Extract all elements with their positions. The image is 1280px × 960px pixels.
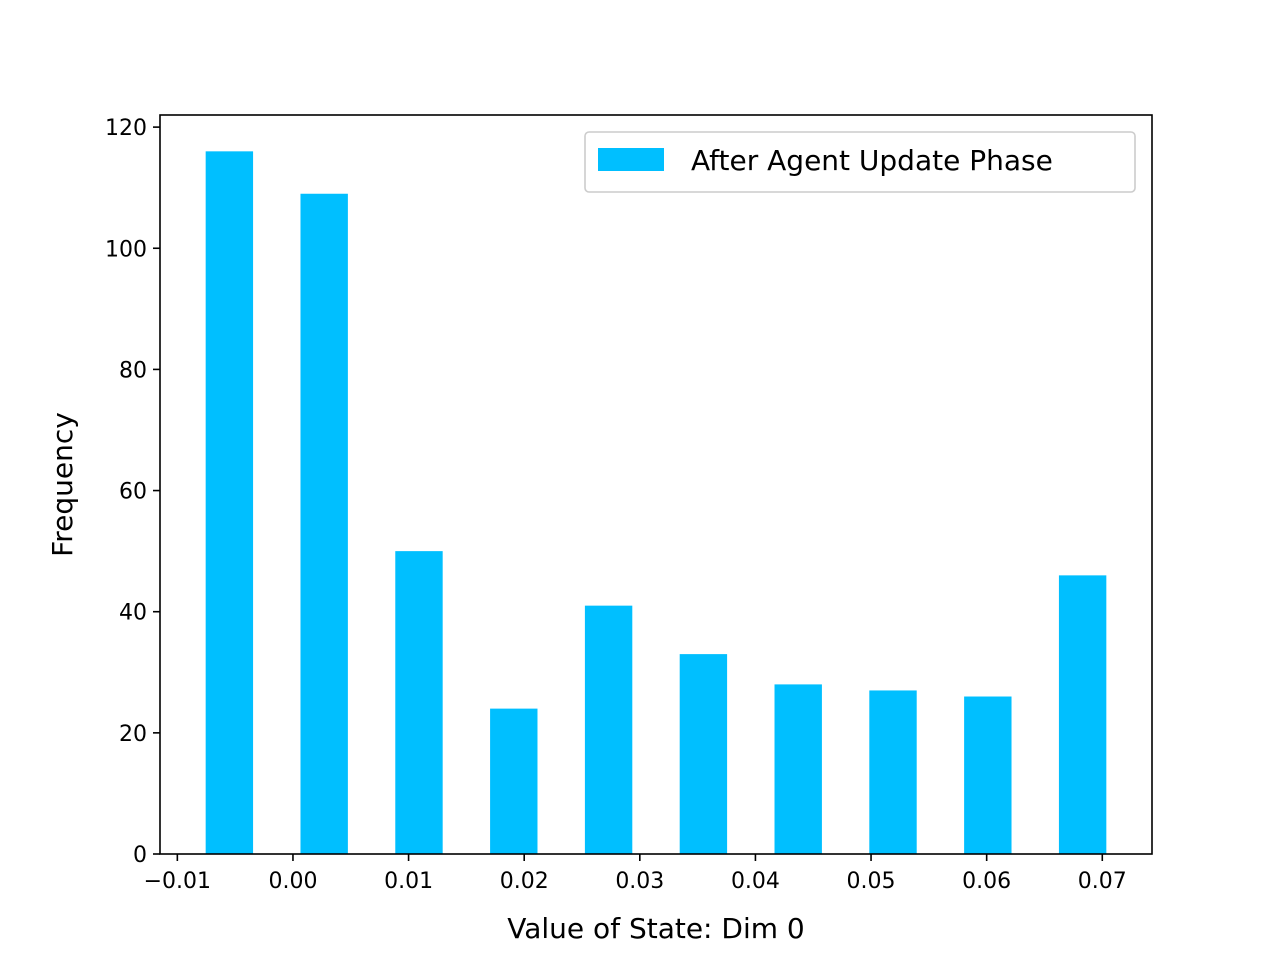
y-tick-label: 60 xyxy=(119,480,147,505)
x-tick-label: 0.07 xyxy=(1078,869,1127,894)
bar xyxy=(395,551,443,854)
x-tick-label: 0.06 xyxy=(962,869,1011,894)
bar xyxy=(300,193,348,854)
x-tick-label: 0.00 xyxy=(268,869,317,894)
y-axis-label: Frequency xyxy=(46,412,79,557)
x-tick-label: 0.04 xyxy=(731,869,780,894)
bar xyxy=(584,605,633,854)
x-tick-label: 0.03 xyxy=(615,869,664,894)
x-axis-ticks: −0.01 0.00 0.01 0.02 0.03 0.04 0.05 0.06 0.07 xyxy=(144,854,1127,894)
y-tick-label: 120 xyxy=(105,116,147,141)
legend: After Agent Update Phase xyxy=(584,131,1136,193)
bar xyxy=(774,684,822,854)
y-tick-label: 100 xyxy=(105,237,147,262)
x-tick-label: −0.01 xyxy=(144,869,211,894)
x-tick-label: 0.02 xyxy=(500,869,549,894)
bar xyxy=(679,654,728,854)
legend-label: After Agent Update Phase xyxy=(691,144,1053,177)
bars-layer xyxy=(205,151,1107,855)
x-axis-label: Value of State: Dim 0 xyxy=(507,912,804,945)
y-axis-ticks: 0 20 40 60 80 100 120 xyxy=(105,116,160,868)
x-tick-label: 0.01 xyxy=(384,869,433,894)
x-tick-label: 0.05 xyxy=(847,869,896,894)
bar xyxy=(964,696,1012,854)
plot-area-frame xyxy=(159,114,1153,855)
y-tick-label: 40 xyxy=(119,601,147,626)
bar xyxy=(869,690,917,854)
y-tick-label: 0 xyxy=(133,843,147,868)
legend-swatch xyxy=(598,148,664,171)
bar xyxy=(490,708,538,854)
bar xyxy=(205,151,254,855)
y-tick-label: 20 xyxy=(119,722,147,747)
bar xyxy=(1058,575,1107,854)
legend-box xyxy=(584,131,1136,193)
y-tick-label: 80 xyxy=(119,358,147,383)
